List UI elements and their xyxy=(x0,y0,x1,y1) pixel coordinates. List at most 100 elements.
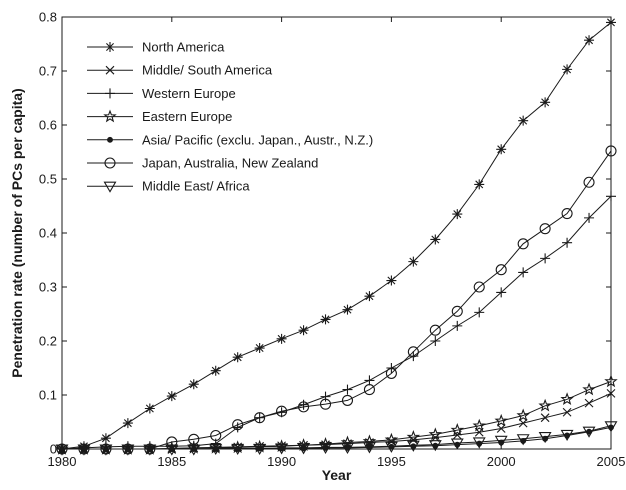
data-point xyxy=(429,324,441,336)
data-point xyxy=(298,325,309,336)
data-point xyxy=(364,291,375,302)
data-point xyxy=(55,444,69,456)
legend-label: Western Europe xyxy=(142,86,236,101)
data-point xyxy=(232,422,243,433)
x-axis-title: Year xyxy=(322,467,352,483)
data-point xyxy=(406,430,421,443)
data-point xyxy=(320,314,331,325)
data-point xyxy=(496,424,506,433)
data-point xyxy=(582,426,596,438)
data-point xyxy=(430,234,441,245)
legend-item-eastern-europe: Eastern Europe xyxy=(87,109,232,124)
data-point xyxy=(540,413,550,423)
data-point xyxy=(363,384,375,396)
data-point xyxy=(298,401,310,413)
legend-label: Middle/ South America xyxy=(142,63,273,78)
data-point xyxy=(166,436,178,448)
data-point xyxy=(276,333,287,344)
data-point xyxy=(77,444,91,456)
y-tick-label: 0.3 xyxy=(39,280,57,295)
y-tick-label: 0.5 xyxy=(39,172,57,187)
data-point xyxy=(407,346,419,358)
data-point xyxy=(474,307,485,318)
data-point xyxy=(561,208,573,220)
data-point xyxy=(143,444,157,456)
y-tick-label: 0.2 xyxy=(39,334,57,349)
data-point xyxy=(516,408,530,422)
data-point xyxy=(451,305,463,317)
data-point xyxy=(408,351,419,362)
data-point xyxy=(452,209,463,220)
data-point xyxy=(562,237,573,248)
data-point xyxy=(386,275,397,286)
data-point xyxy=(385,367,397,379)
data-point xyxy=(187,444,201,456)
data-point xyxy=(604,421,618,433)
data-point xyxy=(560,429,574,442)
data-point xyxy=(428,427,443,441)
y-tick-label: 0.1 xyxy=(39,388,57,403)
series-north-america xyxy=(57,17,616,454)
legend-item-middle-east-africa: Middle East/ Africa xyxy=(87,179,250,194)
legend-marker xyxy=(105,65,115,75)
legend-marker xyxy=(107,136,113,143)
data-point xyxy=(452,320,463,331)
x-tick-label: 1980 xyxy=(48,454,77,469)
data-point xyxy=(320,391,331,402)
y-tick-label: 0.7 xyxy=(39,64,57,79)
data-point xyxy=(430,336,441,346)
data-point xyxy=(275,443,289,455)
data-point xyxy=(188,379,199,390)
data-point xyxy=(518,267,529,278)
data-point xyxy=(517,238,529,250)
x-tick-label: 1995 xyxy=(377,454,406,469)
data-point xyxy=(606,388,616,398)
legend-marker xyxy=(103,109,117,123)
plot-area xyxy=(61,16,612,450)
data-point xyxy=(584,35,595,46)
data-point xyxy=(450,438,464,450)
axes-frame xyxy=(61,16,612,450)
legend-item-north-america: North America xyxy=(87,40,225,55)
series-middle-east-africa xyxy=(55,421,618,456)
data-point xyxy=(122,418,133,429)
data-point xyxy=(406,440,420,452)
legend-label: Asia/ Pacific (exclu. Japan., Austr., N.… xyxy=(142,132,373,147)
data-point xyxy=(144,403,155,414)
data-point xyxy=(538,398,552,412)
data-point xyxy=(253,443,267,456)
data-point xyxy=(450,423,465,436)
data-point xyxy=(232,352,243,363)
data-point xyxy=(276,405,288,417)
data-point xyxy=(584,212,595,223)
data-point xyxy=(472,437,486,449)
data-point xyxy=(562,407,572,417)
data-point xyxy=(319,442,332,454)
data-point xyxy=(495,264,507,276)
legend-marker xyxy=(103,181,117,193)
data-point xyxy=(341,394,354,406)
legend-marker xyxy=(105,88,115,99)
data-point xyxy=(209,443,223,456)
x-tick-label: 1990 xyxy=(267,454,296,469)
series-line xyxy=(61,195,612,450)
y-tick-label: 0.6 xyxy=(39,118,57,133)
series-line xyxy=(61,22,612,450)
legend-item-middle-south-america: Middle/ South America xyxy=(87,63,273,78)
data-point xyxy=(494,435,508,447)
data-point xyxy=(166,391,177,402)
data-point xyxy=(121,444,135,456)
legend-marker xyxy=(104,157,116,169)
data-point xyxy=(165,444,179,456)
legend-label: Middle East/ Africa xyxy=(142,179,250,194)
data-point xyxy=(604,374,618,388)
legend-item-asia-pacific-exclu-japan-austr-n-z: Asia/ Pacific (exclu. Japan., Austr., N.… xyxy=(87,132,373,147)
legend-item-western-europe: Western Europe xyxy=(87,86,236,101)
x-tick-label: 2005 xyxy=(597,454,626,469)
series-line xyxy=(62,381,612,450)
data-point xyxy=(210,365,221,376)
data-point xyxy=(362,434,377,448)
data-point xyxy=(254,343,265,354)
data-point xyxy=(584,398,594,408)
